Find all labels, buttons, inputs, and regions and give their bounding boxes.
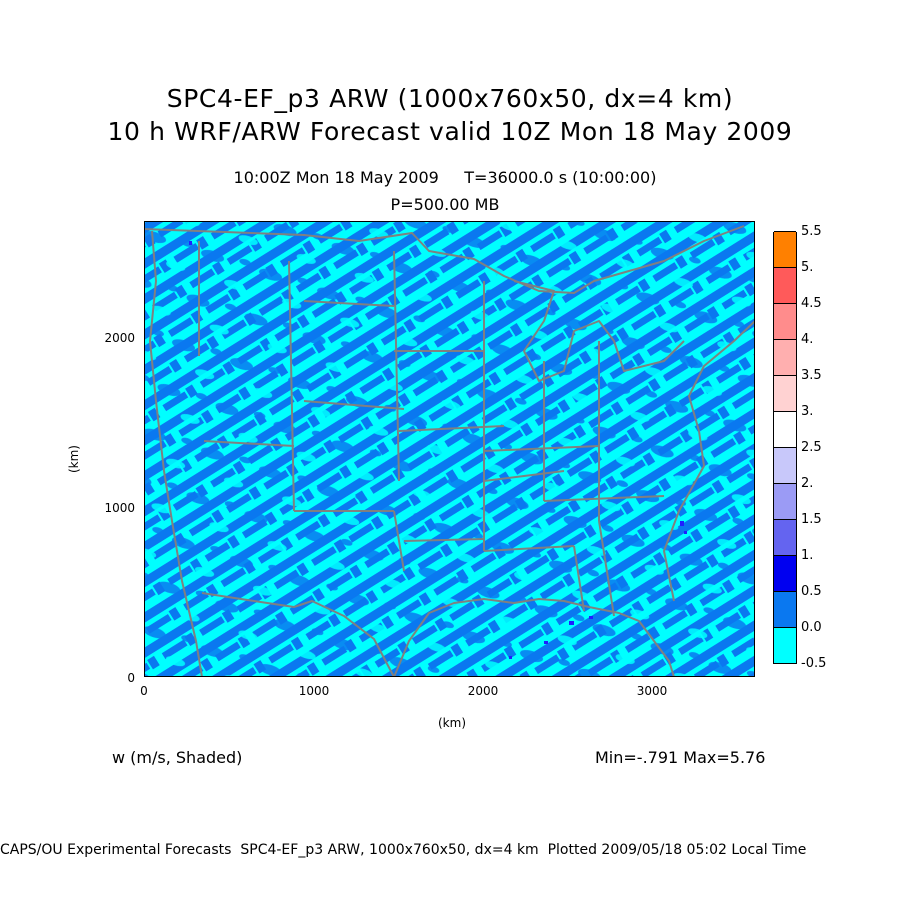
legend-color-box — [774, 627, 796, 663]
legend-color-box — [774, 519, 796, 555]
legend-color-box — [774, 483, 796, 519]
legend-color-box — [774, 267, 796, 303]
legend-color-box — [774, 231, 796, 267]
x-axis-label: (km) — [438, 716, 467, 730]
legend-color-box — [774, 411, 796, 447]
geographic-boundaries — [144, 225, 755, 677]
legend-level-label: 1.5 — [801, 512, 822, 527]
atlantic-coast — [663, 320, 755, 602]
legend-level-label: 4.5 — [801, 296, 822, 311]
legend-color-box — [774, 339, 796, 375]
footer-credits: CAPS/OU Experimental Forecasts SPC4-EF_p… — [0, 842, 807, 858]
x-tick-label: 2000 — [467, 684, 499, 698]
legend-level-label: 4. — [801, 332, 814, 347]
pacific-coast — [149, 230, 203, 677]
great-lakes — [513, 280, 685, 382]
valid-time-line: 10:00Z Mon 18 May 2009 T=36000.0 s (10:0… — [233, 168, 657, 187]
state-lines-south — [203, 440, 665, 617]
x-tick-label: 3000 — [636, 684, 668, 698]
legend-level-label: 0.5 — [801, 584, 822, 599]
field-overlay — [144, 221, 755, 677]
map-plot — [144, 221, 755, 677]
legend-level-label: -0.5 — [801, 656, 827, 671]
y-tick-label: 0 — [127, 671, 135, 685]
strong-updraft-cells — [189, 241, 687, 659]
x-tick-label: 0 — [140, 684, 148, 698]
min-max-readout: Min=-.791 Max=5.76 — [595, 748, 766, 767]
variable-label: w (m/s, Shaded) — [112, 748, 243, 767]
legend-level-label: 1. — [801, 548, 814, 563]
legend-level-label: 5.5 — [801, 224, 822, 239]
gulf-coast — [393, 598, 675, 677]
legend-level-label: 3. — [801, 404, 814, 419]
legend-level-label: 2. — [801, 476, 814, 491]
legend-color-box — [774, 555, 796, 591]
legend-level-label: 2.5 — [801, 440, 822, 455]
state-lines-north — [198, 241, 600, 551]
y-axis-label: (km) — [67, 444, 82, 474]
legend-level-label: 3.5 — [801, 368, 822, 383]
legend-level-label: 5. — [801, 260, 814, 275]
plot-frame — [144, 221, 755, 677]
legend-level-label: 0.0 — [801, 620, 822, 635]
legend-color-box — [774, 303, 796, 339]
legend-color-box — [774, 591, 796, 627]
pressure-level-line: P=500.00 MB — [390, 195, 500, 214]
mexico-border — [201, 592, 395, 677]
x-tick-label: 1000 — [298, 684, 330, 698]
title-line-2: 10 h WRF/ARW Forecast valid 10Z Mon 18 M… — [107, 117, 793, 146]
legend-color-box — [774, 447, 796, 483]
color-legend — [773, 231, 797, 664]
legend-color-box — [774, 375, 796, 411]
y-tick-label: 1000 — [104, 501, 135, 515]
title-line-1: SPC4-EF_p3 ARW (1000x760x50, dx=4 km) — [166, 84, 734, 113]
y-tick-label: 2000 — [104, 331, 135, 345]
